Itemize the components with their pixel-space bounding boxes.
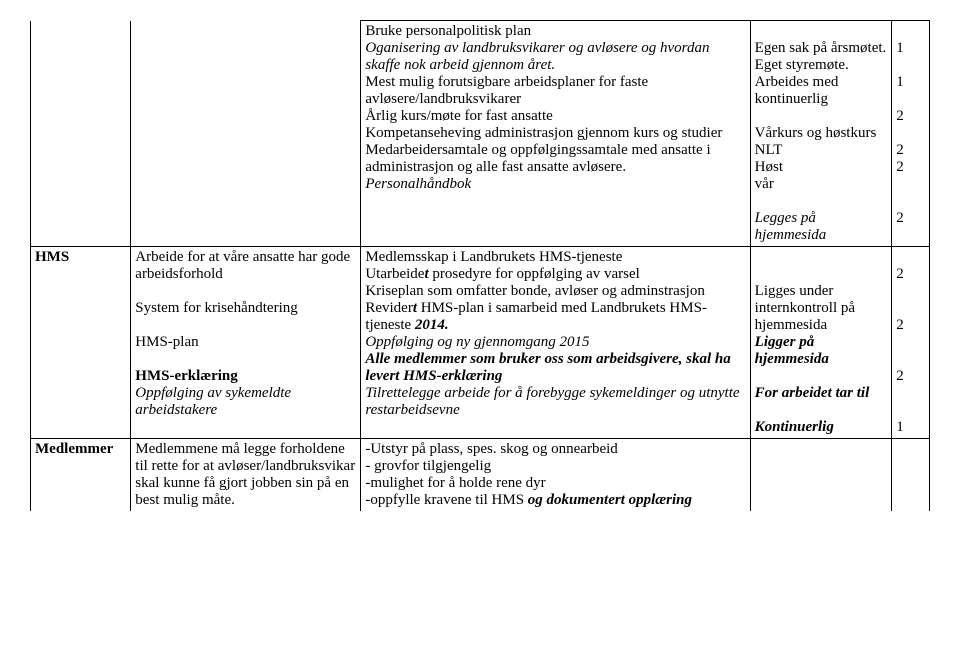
text-line: Oganisering av landbruksvikarer og avløs… [365, 40, 709, 73]
cell-action: -Utstyr på plass, spes. skog og onnearbe… [361, 439, 750, 512]
text-line: Personalhåndbok [365, 176, 471, 192]
text-line: For arbeidet tar til [755, 385, 870, 401]
cell-priority [892, 439, 930, 512]
text-line: System for krisehåndtering [135, 300, 297, 316]
category-label: Medlemmer [35, 441, 113, 457]
cell-category: Medlemmer [31, 439, 131, 512]
text-line: Alle medlemmer som bruker oss som arbeid… [365, 351, 730, 384]
table-row: HMS Arbeide for at våre ansatte har gode… [31, 247, 930, 439]
text-line: Oppfølging av sykemeldte arbeidstakere [135, 385, 291, 418]
cell-priority: 1 1 2 2 2 2 [892, 21, 930, 247]
num: 1 [896, 40, 904, 56]
table-row: Medlemmer Medlemmene må legge forholdene… [31, 439, 930, 512]
text-line: Ligger på hjemmesida [755, 334, 829, 367]
num: 2 [896, 266, 904, 282]
text-line: Oppfølging og ny gjennomgang 2015 [365, 334, 589, 350]
num: 2 [896, 317, 904, 333]
num: 1 [896, 419, 904, 435]
text-line: Arbeides med kontinuerlig [755, 74, 839, 107]
text-line: Vårkurs og høstkurs NLT [755, 125, 877, 158]
num: 2 [896, 108, 904, 124]
text-line: Høst [755, 159, 783, 175]
text-line: -Utstyr på plass, spes. skog og onnearbe… [365, 441, 617, 457]
text-line: Mest mulig forutsigbare arbeidsplaner fo… [365, 74, 648, 107]
category-label: HMS [35, 249, 69, 265]
cell-goal [131, 21, 361, 247]
cell-goal: Arbeide for at våre ansatte har gode arb… [131, 247, 361, 439]
num: 2 [896, 159, 904, 175]
num: 2 [896, 368, 904, 384]
table-row: Bruke personalpolitisk plan Oganisering … [31, 21, 930, 247]
num: 1 [896, 74, 904, 90]
text-line: Egen sak på årsmøtet. Eget styremøte. [755, 40, 887, 73]
text-line: Tilrettelegge arbeide for å forebygge sy… [365, 385, 739, 418]
text-line: Revidert HMS-plan i samarbeid med Landbr… [365, 300, 707, 333]
cell-goal: Medlemmene må legge forholdene til rette… [131, 439, 361, 512]
num: 2 [896, 142, 904, 158]
text-line: Kontinuerlig [755, 419, 834, 435]
cell-timing: Egen sak på årsmøtet. Eget styremøte. Ar… [750, 21, 892, 247]
text-line: Medlemsskap i Landbrukets HMS-tjeneste [365, 249, 622, 265]
text-line: Arbeide for at våre ansatte har gode arb… [135, 249, 350, 282]
text-line: Årlig kurs/møte for fast ansatte [365, 108, 552, 124]
cell-timing: Ligges under internkontroll på hjemmesid… [750, 247, 892, 439]
text-line: Kompetanseheving administrasjon gjennom … [365, 125, 722, 141]
cell-category [31, 21, 131, 247]
text-line: Utarbeidet prosedyre for oppfølging av v… [365, 266, 640, 282]
text-line: Ligges under internkontroll på hjemmesid… [755, 283, 855, 333]
text-line: Kriseplan som omfatter bonde, avløser og… [365, 283, 705, 299]
text-line: Medarbeidersamtale og oppfølgingssamtale… [365, 142, 710, 175]
text-line: HMS-plan [135, 334, 198, 350]
text-line: -mulighet for å holde rene dyr [365, 475, 545, 491]
document-table: Bruke personalpolitisk plan Oganisering … [30, 20, 930, 511]
text-line: - grovfor tilgjengelig [365, 458, 491, 474]
cell-action: Bruke personalpolitisk plan Oganisering … [361, 21, 750, 247]
cell-timing [750, 439, 892, 512]
cell-category: HMS [31, 247, 131, 439]
cell-action: Medlemsskap i Landbrukets HMS-tjeneste U… [361, 247, 750, 439]
text-line: Bruke personalpolitisk plan [365, 23, 531, 39]
text-line: vår [755, 176, 774, 192]
num: 2 [896, 210, 904, 226]
text-line: Medlemmene må legge forholdene til rette… [135, 441, 355, 508]
cell-priority: 2 2 2 1 [892, 247, 930, 439]
text-line: -oppfylle kravene til HMS og dokumentert… [365, 492, 692, 508]
text-line: Legges på hjemmesida [755, 210, 827, 243]
text-line: HMS-erklæring [135, 368, 238, 384]
